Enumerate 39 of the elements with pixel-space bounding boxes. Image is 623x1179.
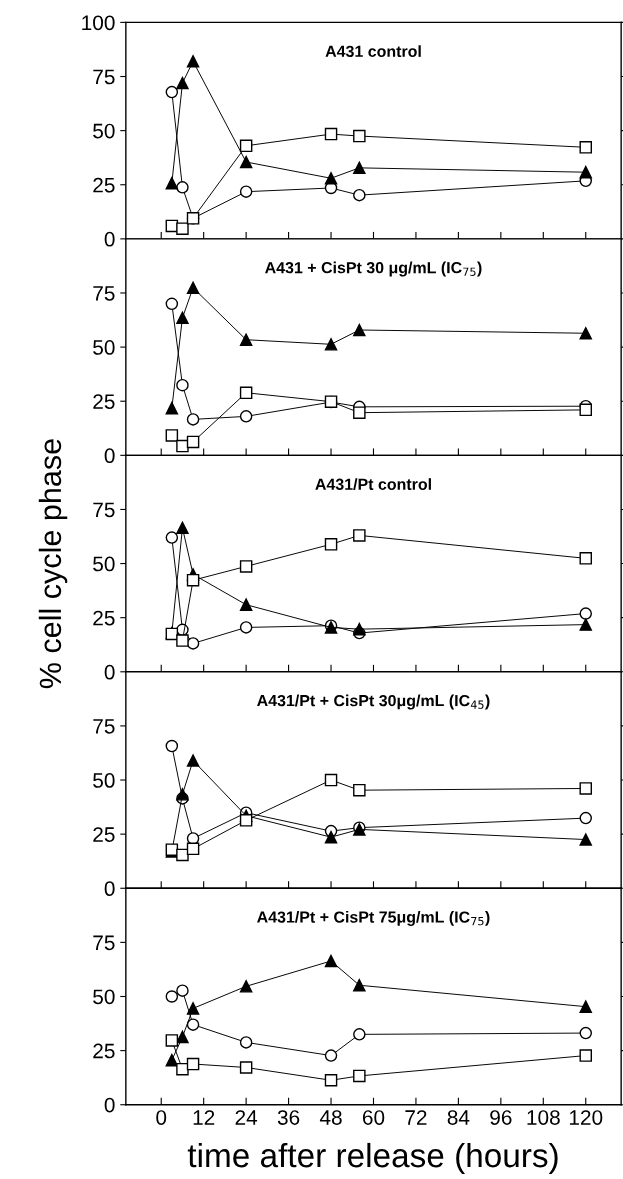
y-tick-label: 75 <box>93 935 115 951</box>
y-tick-label: 100 <box>82 15 115 31</box>
x-tick-label: 24 <box>235 1110 258 1125</box>
x-tick-label: 0 <box>156 1110 167 1125</box>
text: A431/Pt + CisPt 75μg/mL (IC$_{75}$) <box>257 910 490 926</box>
x-axis-title: time after release (hours) <box>187 1142 558 1174</box>
text: A431/Pt control <box>315 478 431 491</box>
y-tick-label: 75 <box>93 286 115 301</box>
y-tick-label: 50 <box>93 340 115 355</box>
y-tick-label: 50 <box>93 773 115 788</box>
y-tick-label: 75 <box>93 502 115 518</box>
y-tick-label: 25 <box>93 394 115 409</box>
text: A431 control <box>325 45 421 58</box>
y-tick-label: 25 <box>93 177 115 193</box>
x-tick-label: 60 <box>362 1110 385 1125</box>
x-tick-label: 12 <box>193 1110 215 1125</box>
y-tick-label: 75 <box>93 719 115 734</box>
x-tick-label: 36 <box>277 1110 300 1125</box>
x-tick-label: 72 <box>405 1110 427 1125</box>
x-tick-label: 96 <box>490 1110 512 1125</box>
x-tick-label: 84 <box>447 1110 470 1125</box>
x-tick-label: 108 <box>527 1110 560 1125</box>
y-tick-label: 0 <box>104 448 115 464</box>
y-tick-label: 75 <box>93 69 115 85</box>
y-tick-label: 25 <box>93 1043 115 1059</box>
y-tick-label: 50 <box>93 556 115 572</box>
y-tick-label: 0 <box>104 1097 115 1113</box>
y-tick-label: 50 <box>93 123 115 139</box>
y-tick-label: 25 <box>93 610 115 626</box>
y-tick-label: 0 <box>104 231 115 247</box>
text: A431/Pt + CisPt 30μg/mL (IC$_{45}$) <box>257 694 490 710</box>
text: A431 + CisPt 30 μg/mL (IC$_{75}$) <box>265 261 482 277</box>
y-tick-label: 25 <box>93 827 115 842</box>
y-tick-label: 0 <box>104 664 115 680</box>
y-tick-label: 0 <box>104 881 115 897</box>
x-tick-label: 120 <box>569 1110 603 1125</box>
y-tick-label: 50 <box>93 989 115 1005</box>
x-tick-label: 48 <box>319 1110 342 1125</box>
y-axis-title: % cell cycle phase <box>38 439 68 689</box>
